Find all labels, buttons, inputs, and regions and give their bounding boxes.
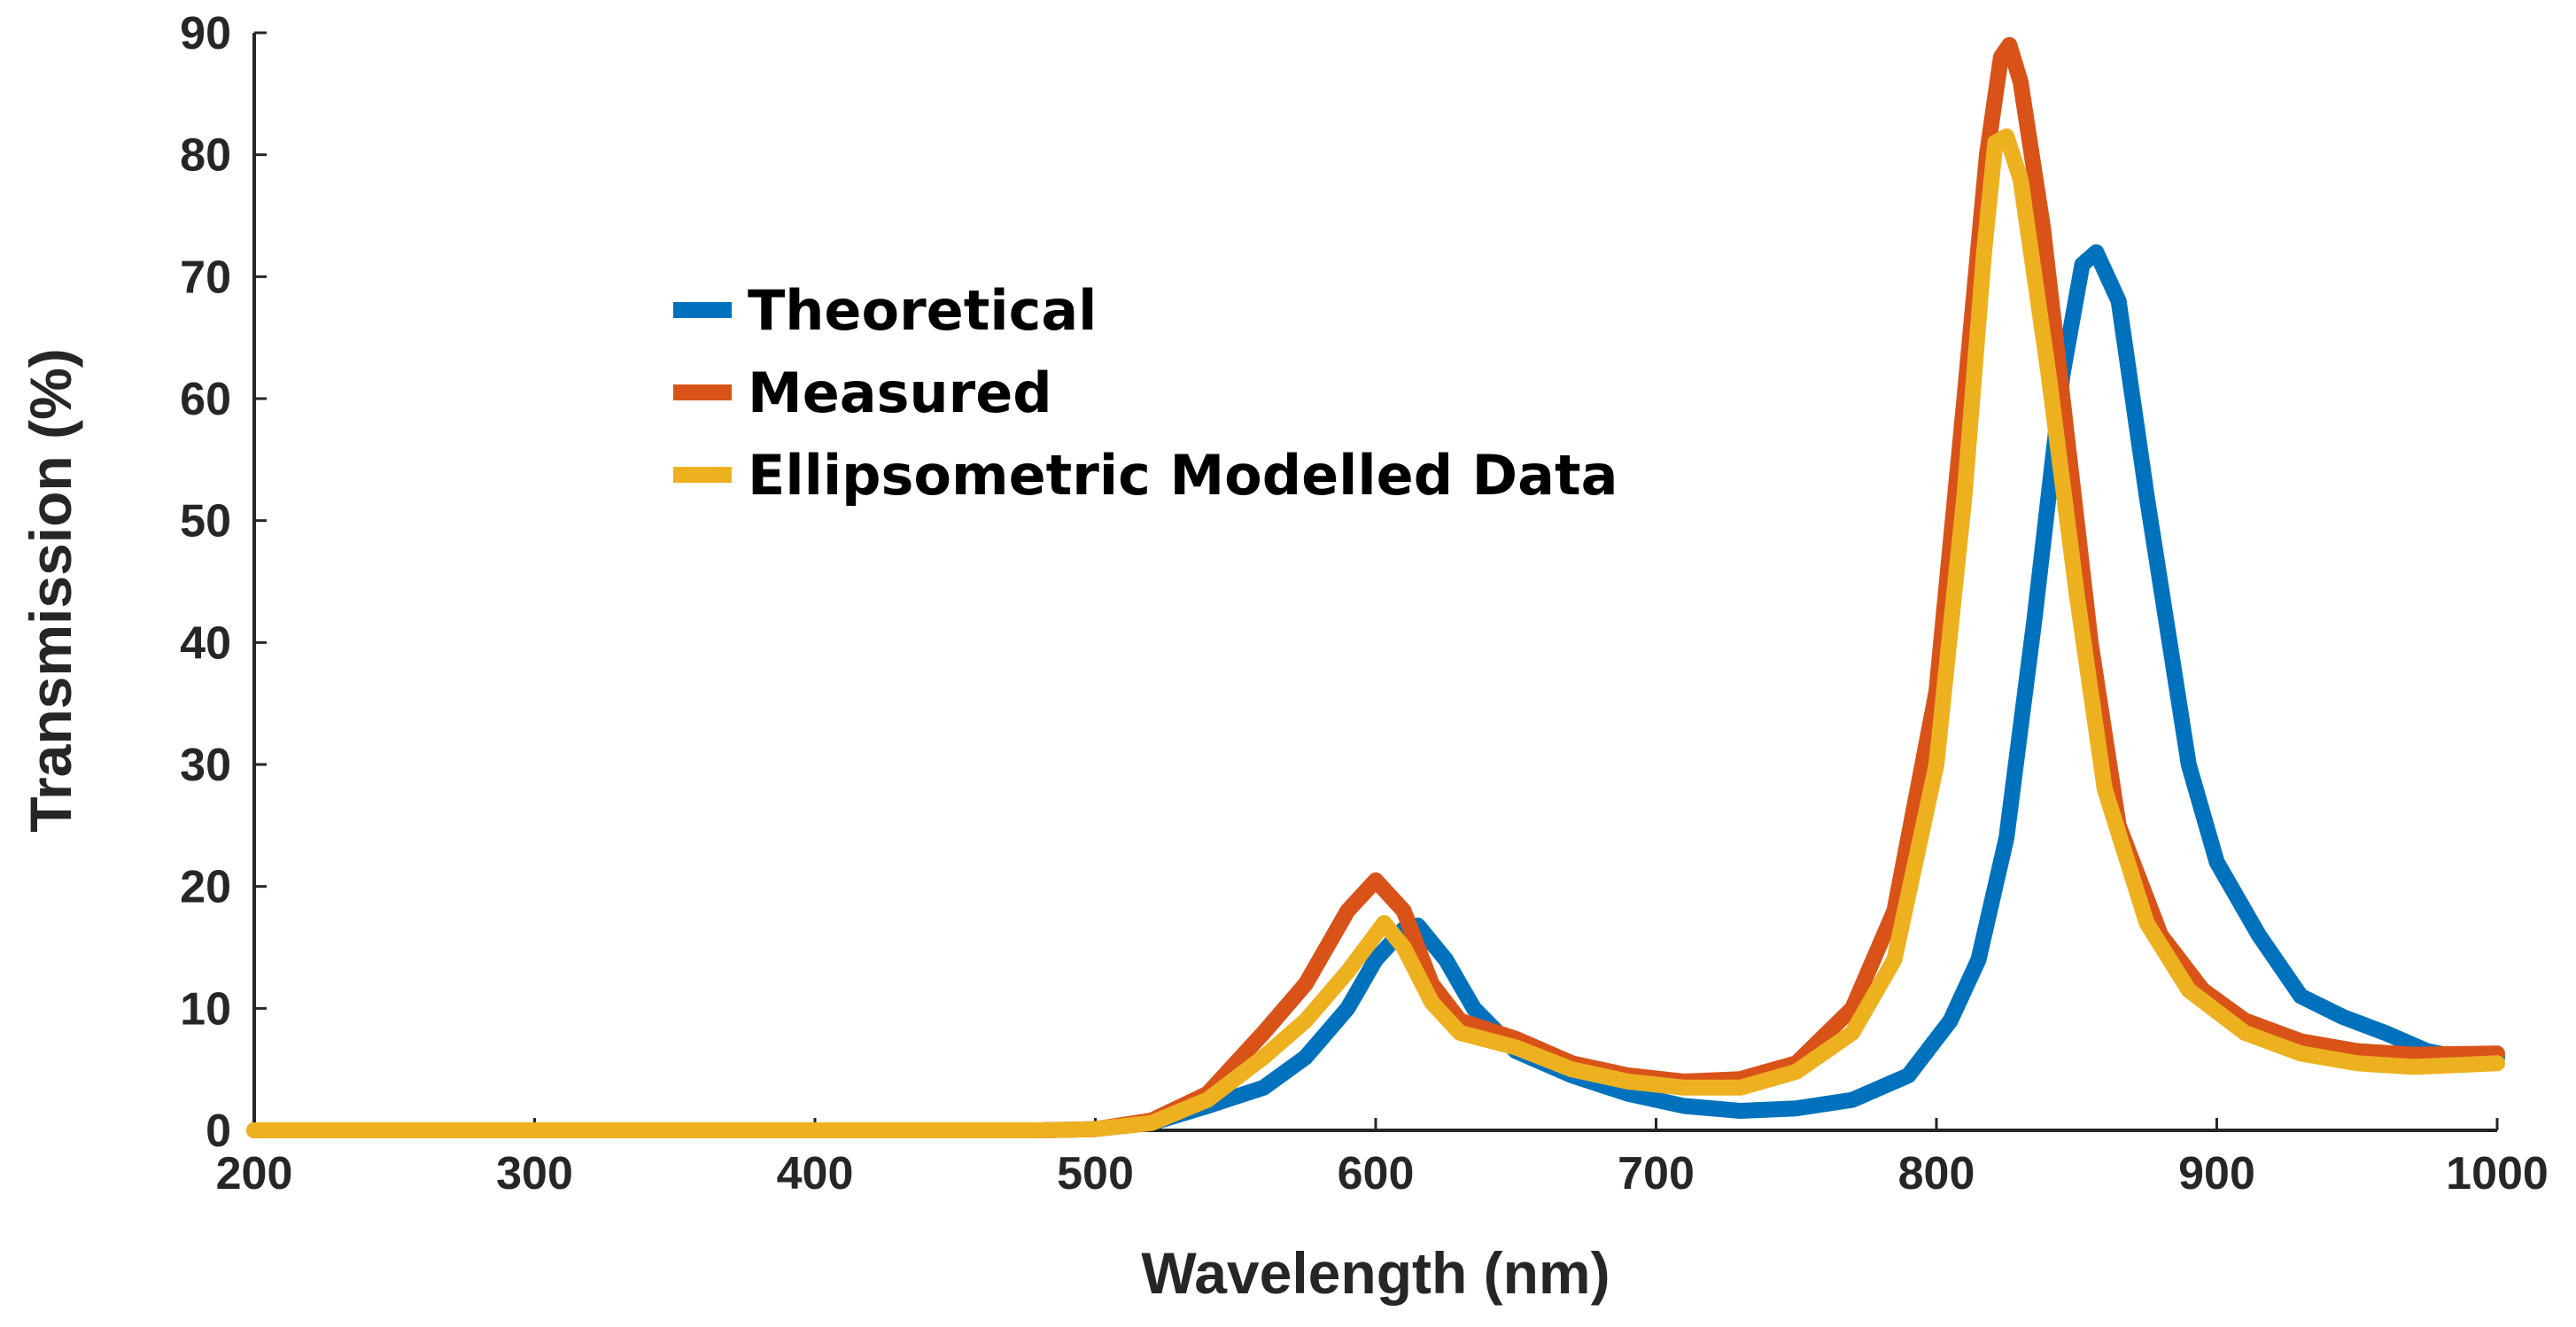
legend-label: Measured bbox=[748, 361, 1052, 425]
legend-label: Theoretical bbox=[748, 278, 1097, 343]
legend: Theoretical Measured Ellipsometric Modelle… bbox=[673, 278, 1618, 508]
y-tick-label: 50 bbox=[180, 496, 231, 547]
series-line-ellipsometric-modelled-data bbox=[246, 128, 2505, 1138]
y-tick-label: 70 bbox=[180, 252, 231, 303]
x-tick-label: 700 bbox=[1618, 1148, 1695, 1199]
legend-label: Ellipsometric Modelled Data bbox=[748, 443, 1618, 508]
y-tick-label: 40 bbox=[180, 617, 231, 669]
x-tick-label: 400 bbox=[777, 1148, 854, 1199]
y-tick-label: 10 bbox=[180, 983, 231, 1035]
y-tick-label: 60 bbox=[180, 374, 231, 425]
x-tick-label: 1000 bbox=[2446, 1148, 2549, 1199]
x-tick-label: 200 bbox=[216, 1148, 293, 1199]
y-tick-label: 30 bbox=[180, 740, 231, 791]
x-tick-label: 500 bbox=[1057, 1148, 1134, 1199]
series-line-theoretical bbox=[246, 244, 2505, 1138]
y-tick-label: 0 bbox=[206, 1106, 231, 1157]
y-tick-label: 80 bbox=[180, 130, 231, 182]
x-axis-title: Wavelength (nm) bbox=[1141, 1240, 1610, 1306]
y-axis-title: Transmission (%) bbox=[18, 348, 83, 832]
x-tick-label: 800 bbox=[1898, 1148, 1975, 1199]
x-tick-label: 600 bbox=[1338, 1148, 1415, 1199]
x-tick-label: 300 bbox=[496, 1148, 573, 1199]
y-tick-label: 20 bbox=[180, 862, 231, 913]
axes: 200 300 400 500 600 700 800 900 1000 0 10 20 30 40 50 6… bbox=[180, 8, 2549, 1199]
series-layer bbox=[246, 36, 2505, 1138]
x-tick-label: 900 bbox=[2178, 1148, 2255, 1199]
y-tick-label: 90 bbox=[180, 8, 231, 59]
